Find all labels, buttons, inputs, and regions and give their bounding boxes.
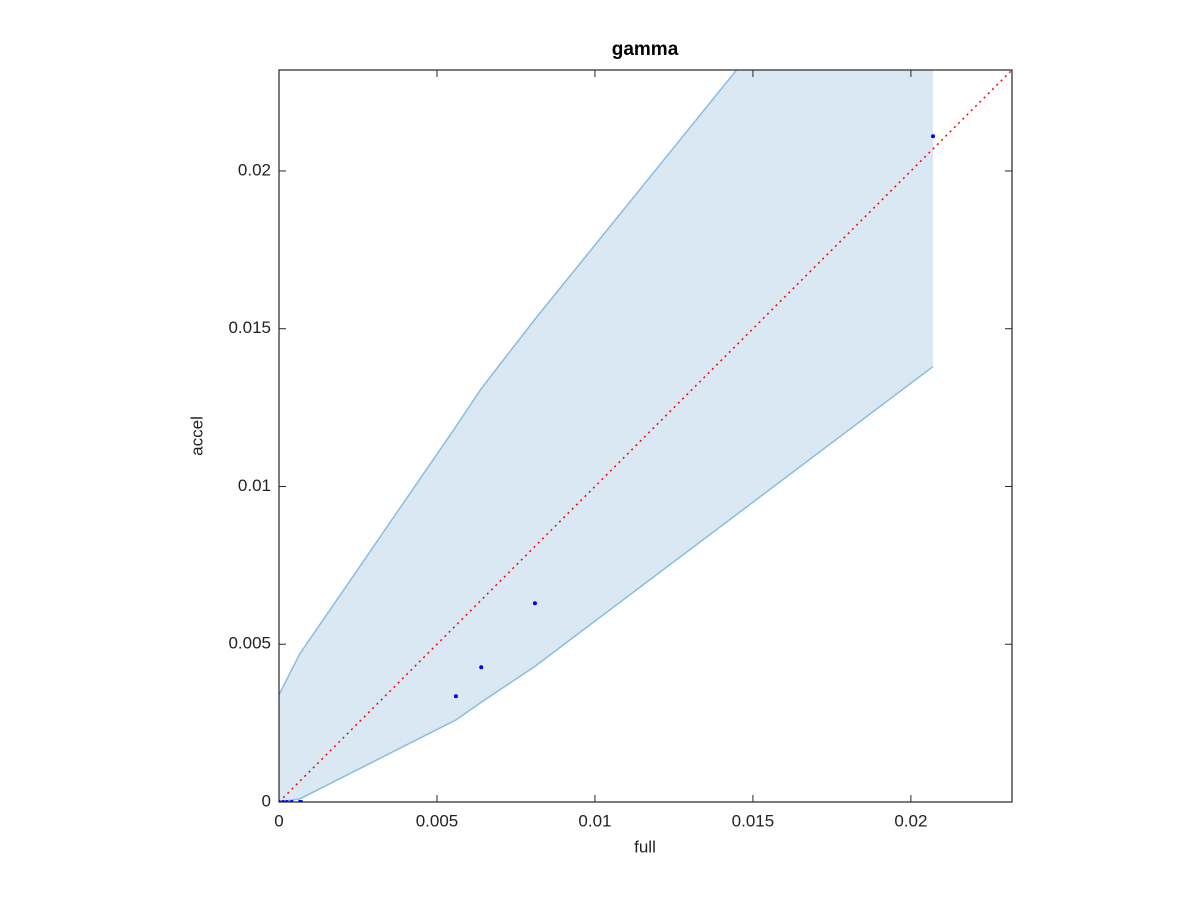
band-lower-edge xyxy=(279,365,934,802)
x-tick-label: 0.01 xyxy=(578,811,611,830)
x-tick-label: 0.015 xyxy=(732,811,775,830)
y-tick-label: 0 xyxy=(262,791,271,810)
y-tick-label: 0.015 xyxy=(228,318,271,337)
y-tick-label: 0.005 xyxy=(228,634,271,653)
data-point xyxy=(453,694,458,699)
axes-box xyxy=(278,69,1013,803)
y-axis-label: accel xyxy=(187,416,206,456)
x-tick-label: 0.005 xyxy=(416,811,459,830)
band-upper-edge xyxy=(279,70,738,696)
x-axis-label: full xyxy=(634,837,656,856)
reference-line xyxy=(279,70,1012,802)
x-tick-label: 0.02 xyxy=(894,811,927,830)
data-point xyxy=(479,665,484,670)
axes: 0 0.005 0.01 0.015 0.02 0 0.005 0.01 0.015 0.02 xyxy=(228,69,1013,830)
data-point xyxy=(532,601,537,606)
y-tick-label: 0.02 xyxy=(238,160,271,179)
data-point xyxy=(931,134,936,139)
x-tick-label: 0 xyxy=(274,811,283,830)
confidence-band xyxy=(279,70,934,802)
y-tick-label: 0.01 xyxy=(238,476,271,495)
plot-area xyxy=(279,70,1012,802)
chart-title: gamma xyxy=(612,39,679,60)
